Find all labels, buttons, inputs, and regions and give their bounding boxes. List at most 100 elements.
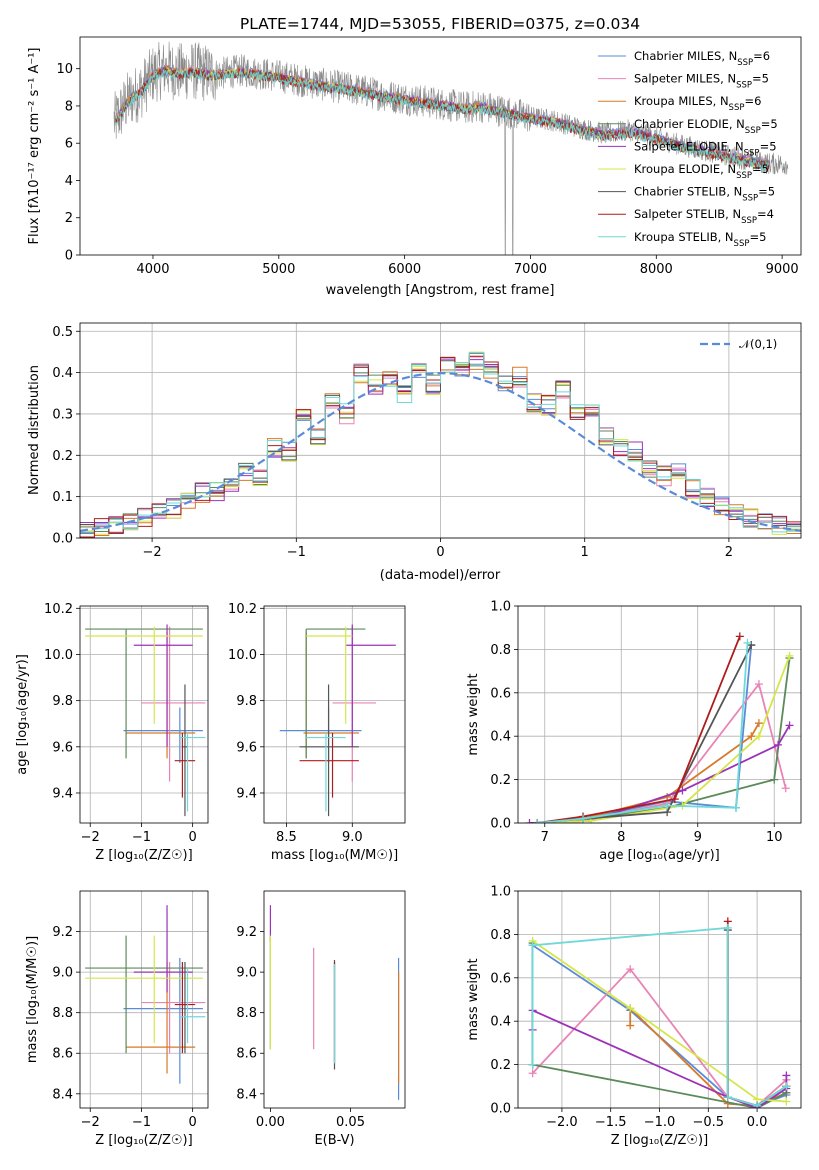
x-tick-label: 10 [766, 830, 783, 845]
y-tick-label: 0.1 [52, 490, 73, 505]
plot-area [269, 905, 400, 1100]
weight-marker [743, 638, 752, 647]
x-axis-label: Z [log₁₀(Z/Z☉)] [95, 848, 192, 863]
x-axis-label: Z [log₁₀(Z/Z☉)] [95, 1133, 192, 1148]
x-tick-label: 9.0 [342, 830, 363, 845]
y-axis-label: Normed distribution [27, 365, 42, 495]
weight-line [537, 644, 753, 823]
y-tick-label: 8.6 [236, 1047, 257, 1062]
y-tick-label: 8.8 [52, 1006, 73, 1021]
weight-marker [785, 651, 794, 660]
y-tick-label: 0.3 [52, 407, 73, 422]
weight-marker [533, 819, 542, 823]
y-tick-label: 0.2 [490, 1058, 511, 1073]
y-tick-label: 0.2 [490, 773, 511, 788]
y-tick-label: 0.0 [490, 1102, 511, 1117]
legend-entry: Kroupa MILES, NSSP=6 [634, 94, 761, 113]
x-axis-label: (data-model)/error [380, 568, 501, 583]
axes-frame [79, 890, 209, 1109]
axes-frame [79, 605, 209, 824]
y-axis-label: age [log₁₀(age/yr)] [15, 654, 30, 775]
x-axis-label: mass [log₁₀(M/M☉)] [271, 848, 398, 863]
y-tick-label: 10.2 [44, 602, 73, 617]
x-axis-label: Z [log₁₀(Z/Z☉)] [611, 1133, 708, 1148]
x-tick-label: 0 [188, 830, 196, 845]
axes-frame [263, 605, 406, 824]
panel-residual-histogram: −2 −1 0 1 2 0.0 0.1 0.2 0.3 0.4 0.5 𝒩(0,1) (data-mod… [27, 322, 802, 583]
x-tick-label: −1.0 [644, 1115, 676, 1130]
x-tick-label: 5000 [262, 262, 295, 277]
x-tick-label: 4000 [136, 262, 169, 277]
y-tick-label: 10.0 [44, 648, 73, 663]
weight-marker [754, 719, 763, 728]
weight-marker [782, 1071, 791, 1080]
weight-line [537, 642, 749, 823]
y-tick-label: 9.6 [236, 740, 257, 755]
panel-mass-weight-vs-age: 7 8 9 10 0.0 0.2 0.4 0.6 0.8 1.0 age [log₁₀(age/yr… [466, 600, 802, 863]
x-tick-label: −2 [81, 1115, 100, 1130]
x-tick-label: 0.0 [747, 1115, 768, 1130]
weight-marker [747, 732, 756, 741]
weight-marker [782, 1082, 791, 1091]
weight-marker [579, 814, 588, 823]
chart-title: PLATE=1744, MJD=53055, FIBERID=0375, z=0… [240, 15, 640, 33]
weight-marker [753, 1101, 762, 1108]
weight-marker [770, 775, 779, 784]
weight-marker [626, 1021, 635, 1030]
x-axis-label: wavelength [Angstrom, rest frame] [326, 283, 555, 298]
y-tick-label: 10.0 [228, 648, 257, 663]
x-tick-label: 8 [617, 830, 625, 845]
x-tick-label: −2.0 [546, 1115, 578, 1130]
plot-area [528, 917, 791, 1108]
x-tick-label: 0.00 [256, 1115, 285, 1130]
weight-marker [731, 803, 740, 812]
x-tick-label: 2 [725, 545, 733, 560]
weight-marker [782, 1097, 791, 1106]
y-tick-label: 4 [65, 174, 73, 189]
y-tick-label: 9.2 [52, 925, 73, 940]
x-tick-label: 0 [188, 1115, 196, 1130]
y-tick-label: 8.6 [52, 1047, 73, 1062]
weight-line [532, 940, 787, 1103]
x-tick-label: −1.5 [595, 1115, 627, 1130]
y-tick-label: 8 [65, 99, 73, 114]
y-tick-label: 8.4 [236, 1087, 257, 1102]
y-tick-label: 10.2 [228, 602, 257, 617]
y-tick-label: 0.8 [490, 928, 511, 943]
x-axis-label: E(B-V) [314, 1133, 354, 1148]
x-tick-label: −1 [287, 545, 306, 560]
x-tick-label: −2 [143, 545, 162, 560]
legend-entry: Kroupa STELIB, NSSP=5 [634, 230, 766, 249]
model-spectrum-line [114, 68, 770, 172]
panel-mass-vs-ebv: 0.00 0.05 8.4 8.6 8.8 9.0 9.2 E(B-V) [236, 890, 406, 1148]
y-tick-label: 2 [65, 211, 73, 226]
y-axis-label: Flux [fλ10⁻¹⁷ erg cm⁻² s⁻¹ A⁻¹] [27, 48, 42, 245]
x-tick-label: 8000 [640, 262, 673, 277]
legend-entry: Salpeter MILES, NSSP=5 [634, 72, 769, 91]
histogram-step [80, 355, 801, 538]
x-tick-label: −2 [81, 830, 100, 845]
y-tick-label: 10 [56, 62, 73, 77]
plot-area [113, 41, 789, 255]
y-tick-label: 0.2 [52, 449, 73, 464]
weight-marker [528, 941, 537, 950]
x-tick-label: 0.05 [336, 1115, 365, 1130]
y-tick-label: 8.4 [52, 1087, 73, 1102]
y-tick-label: 9.8 [52, 694, 73, 709]
x-tick-label: −1 [132, 1115, 151, 1130]
y-tick-label: 0.0 [490, 817, 511, 832]
legend-entry: Salpeter ELODIE, NSSP=5 [634, 139, 777, 158]
y-axis-label: mass [log₁₀(M/M☉)] [25, 936, 40, 1063]
y-axis-label: mass weight [466, 673, 481, 755]
weight-line [537, 645, 753, 823]
legend-entry: Chabrier STELIB, NSSP=5 [634, 185, 775, 204]
weight-line [536, 636, 741, 823]
y-tick-label: 0.0 [52, 532, 73, 547]
x-tick-label: 0 [436, 545, 444, 560]
y-tick-label: 1.0 [490, 885, 511, 900]
legend-entry: Chabrier MILES, NSSP=6 [634, 49, 770, 68]
plot-area [279, 624, 396, 817]
plot-area [85, 905, 206, 1084]
x-tick-label: −1 [132, 830, 151, 845]
